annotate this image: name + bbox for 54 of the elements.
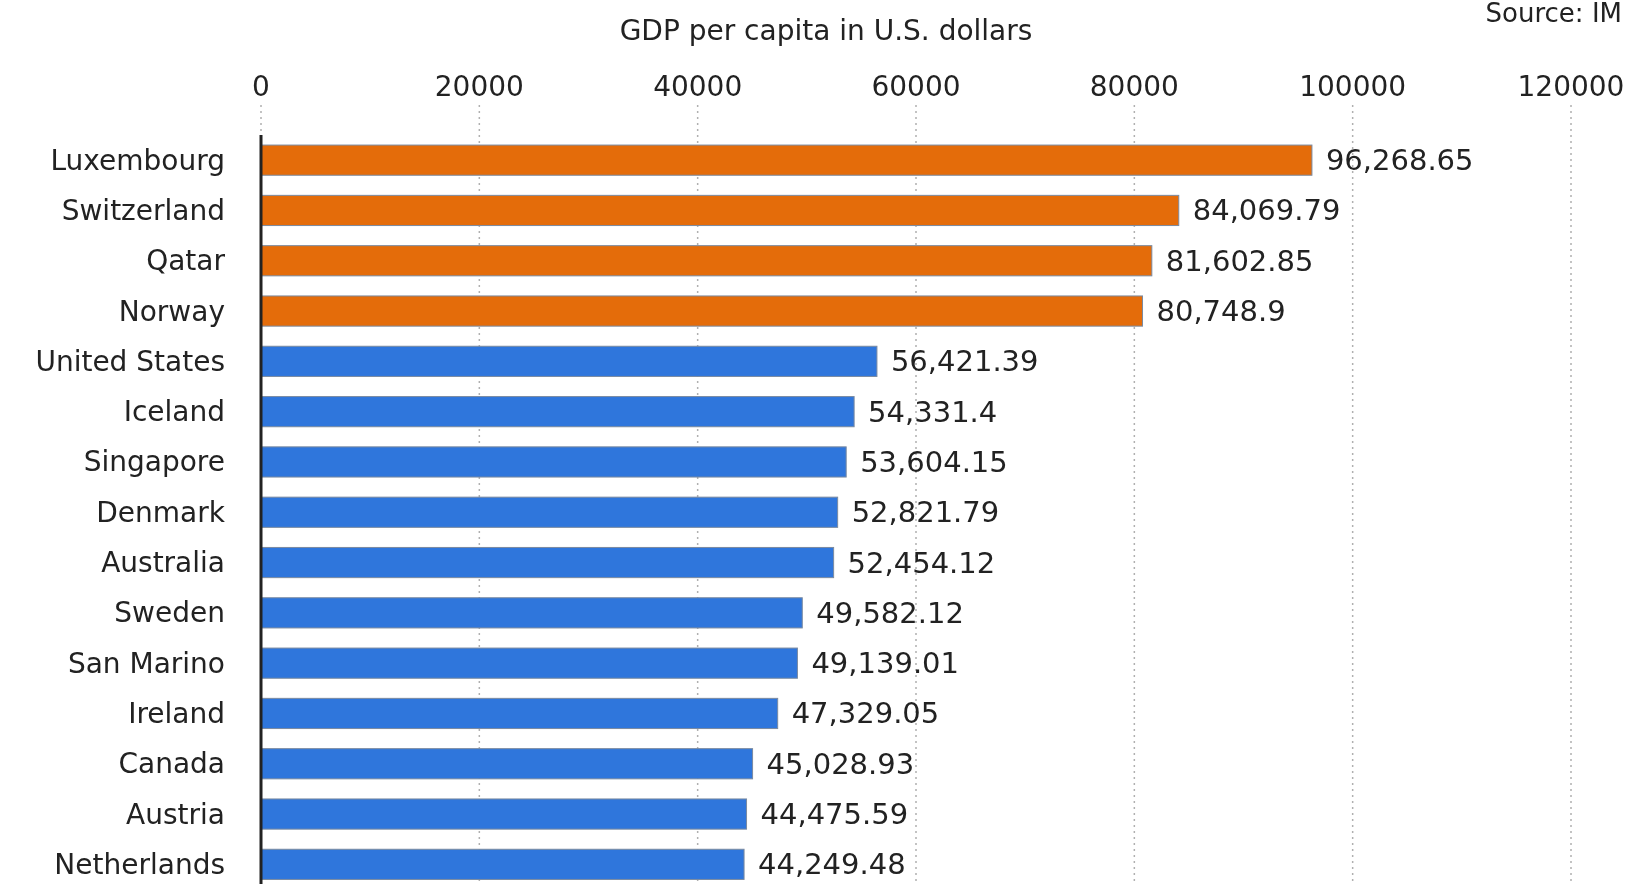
source-note: Source: IM (1485, 0, 1622, 28)
x-tick-label: 20000 (434, 70, 524, 103)
bar (260, 798, 748, 830)
y-tick-label: United States (35, 344, 225, 378)
y-tick-label: Norway (118, 294, 225, 328)
bar (260, 697, 779, 730)
x-tick-label: 120000 (1517, 70, 1625, 103)
data-label: 80,748.9 (1156, 294, 1286, 329)
x-tick-label: 60000 (871, 70, 961, 103)
x-tick-label: 100000 (1299, 70, 1407, 103)
data-label: 49,582.12 (816, 595, 964, 630)
bar (260, 848, 745, 880)
x-axis-title: GDP per capita in U.S. dollars (619, 14, 1033, 47)
y-tick-label: Austria (126, 797, 225, 831)
y-tick-label: Qatar (146, 244, 226, 278)
bar (260, 496, 839, 528)
y-tick-label: Ireland (128, 696, 225, 730)
y-tick-label: Singapore (83, 445, 225, 479)
y-tick-label: Luxembourg (50, 143, 225, 177)
bar (260, 748, 754, 780)
data-label: 81,602.85 (1165, 243, 1314, 278)
bar (260, 144, 1313, 176)
bar (260, 546, 835, 579)
y-tick-label: Australia (101, 546, 225, 580)
y-tick-label: San Marino (67, 646, 225, 680)
bar (260, 647, 798, 679)
data-label: 52,821.79 (851, 495, 1000, 530)
data-label: 96,268.65 (1325, 143, 1474, 178)
data-label: 44,475.59 (760, 797, 909, 832)
x-tick-label: 0 (252, 70, 270, 103)
data-label: 52,454.12 (847, 545, 996, 580)
bar (260, 245, 1153, 277)
y-tick-label: Iceland (123, 395, 225, 429)
y-tick-label: Denmark (96, 495, 226, 529)
y-tick-label: Sweden (114, 596, 225, 630)
data-label: 84,069.79 (1192, 193, 1341, 228)
bar (260, 194, 1180, 227)
data-label: 47,329.05 (791, 696, 940, 731)
y-tick-label: Switzerland (61, 193, 225, 227)
data-label: 45,028.93 (766, 746, 915, 781)
bar (260, 597, 803, 629)
data-label: 49,139.01 (811, 646, 960, 681)
bar (260, 446, 847, 478)
data-label: 56,421.39 (890, 344, 1039, 379)
data-label: 53,604.15 (860, 444, 1008, 479)
bar (260, 396, 855, 428)
x-tick-label: 40000 (653, 70, 743, 103)
x-tick-label: 80000 (1089, 70, 1179, 103)
y-tick-label: Canada (118, 747, 225, 781)
y-tick-label: Netherlands (54, 847, 225, 881)
bar (260, 345, 878, 377)
data-label: 44,249.48 (758, 847, 906, 882)
bar (260, 295, 1144, 327)
data-label: 54,331.4 (868, 394, 998, 429)
